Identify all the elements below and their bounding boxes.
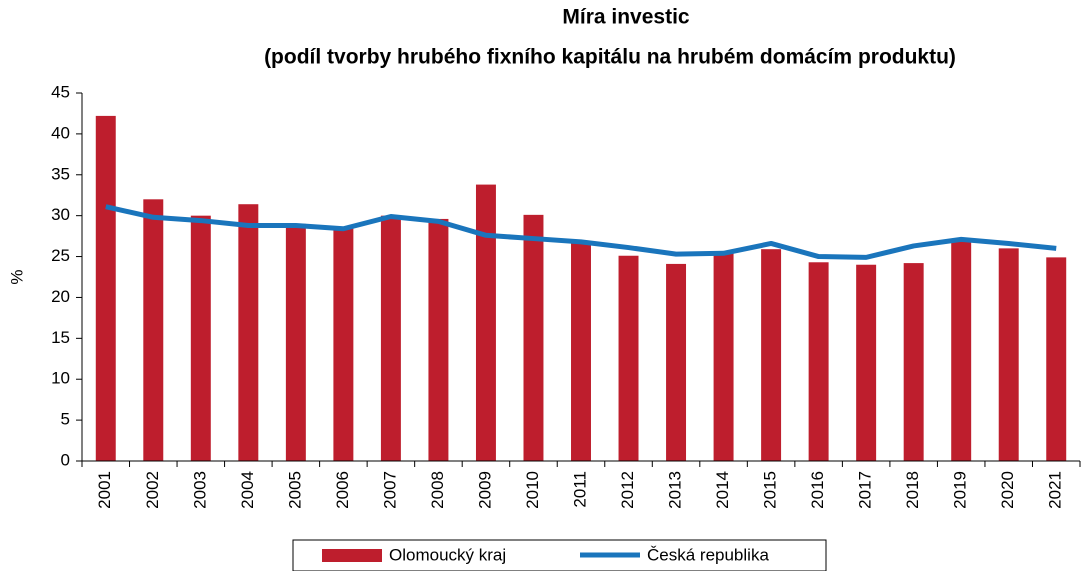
bar: [95, 115, 116, 462]
x-tick-label: 2019: [951, 471, 970, 509]
x-tick-label: 2009: [475, 471, 494, 509]
x-tick-label: 2011: [570, 471, 589, 508]
bar: [713, 252, 734, 461]
x-tick-label: 2004: [238, 471, 257, 509]
y-tick-label: 35: [51, 164, 70, 183]
bar: [475, 184, 496, 461]
chart-subtitle: (podíl tvorby hrubého fixního kapitálu n…: [264, 46, 956, 69]
bar: [998, 248, 1019, 461]
bar: [571, 241, 591, 461]
x-tick-label: 2002: [143, 471, 162, 509]
x-tick-label: 2018: [903, 471, 922, 509]
x-tick-label: 2006: [333, 471, 352, 509]
y-tick-label: 25: [51, 246, 70, 265]
bar: [666, 263, 687, 461]
x-tick-label: 2020: [998, 471, 1017, 509]
x-tick-label: 2017: [856, 471, 875, 509]
y-tick-label: 20: [51, 287, 70, 306]
y-tick-label: 30: [51, 205, 70, 224]
chart-title: Míra investic: [562, 6, 690, 29]
bar: [808, 262, 829, 461]
x-tick-label: 2008: [428, 471, 447, 509]
y-axis-label: %: [7, 269, 26, 284]
y-tick-label: 40: [51, 123, 70, 142]
y-tick-label: 15: [51, 328, 70, 347]
bar: [618, 255, 639, 461]
x-tick-label: 2001: [95, 471, 114, 509]
y-tick-label: 10: [51, 369, 70, 388]
bar: [761, 249, 782, 461]
x-tick-label: 2013: [666, 471, 685, 509]
bar: [285, 223, 306, 461]
x-tick-label: 2010: [523, 471, 542, 509]
bar: [1046, 257, 1067, 461]
bar: [856, 264, 877, 461]
x-tick-label: 2021: [1046, 471, 1065, 509]
bar: [903, 263, 924, 461]
bar: [143, 199, 164, 462]
y-tick-label: 5: [61, 410, 70, 429]
bar: [951, 241, 972, 461]
x-tick-label: 2016: [808, 471, 827, 509]
bar: [428, 218, 449, 461]
bar: [190, 215, 211, 461]
x-tick-label: 2007: [380, 471, 399, 509]
x-tick-label: 2015: [761, 471, 780, 509]
x-tick-label: 2003: [190, 471, 209, 509]
legend-swatch: [322, 549, 382, 562]
bar: [238, 204, 259, 461]
bar: [333, 227, 354, 461]
legend-label: Olomoucký kraj: [389, 545, 506, 564]
bar: [523, 214, 544, 461]
legend-label: Česká republika: [647, 545, 769, 564]
x-tick-label: 2005: [285, 471, 304, 509]
line: [105, 204, 1057, 260]
x-tick-label: 2012: [618, 471, 637, 509]
x-tick-label: 2014: [713, 471, 732, 509]
y-tick-label: 0: [61, 450, 70, 469]
y-tick-label: 45: [51, 82, 70, 101]
bar: [380, 215, 401, 461]
